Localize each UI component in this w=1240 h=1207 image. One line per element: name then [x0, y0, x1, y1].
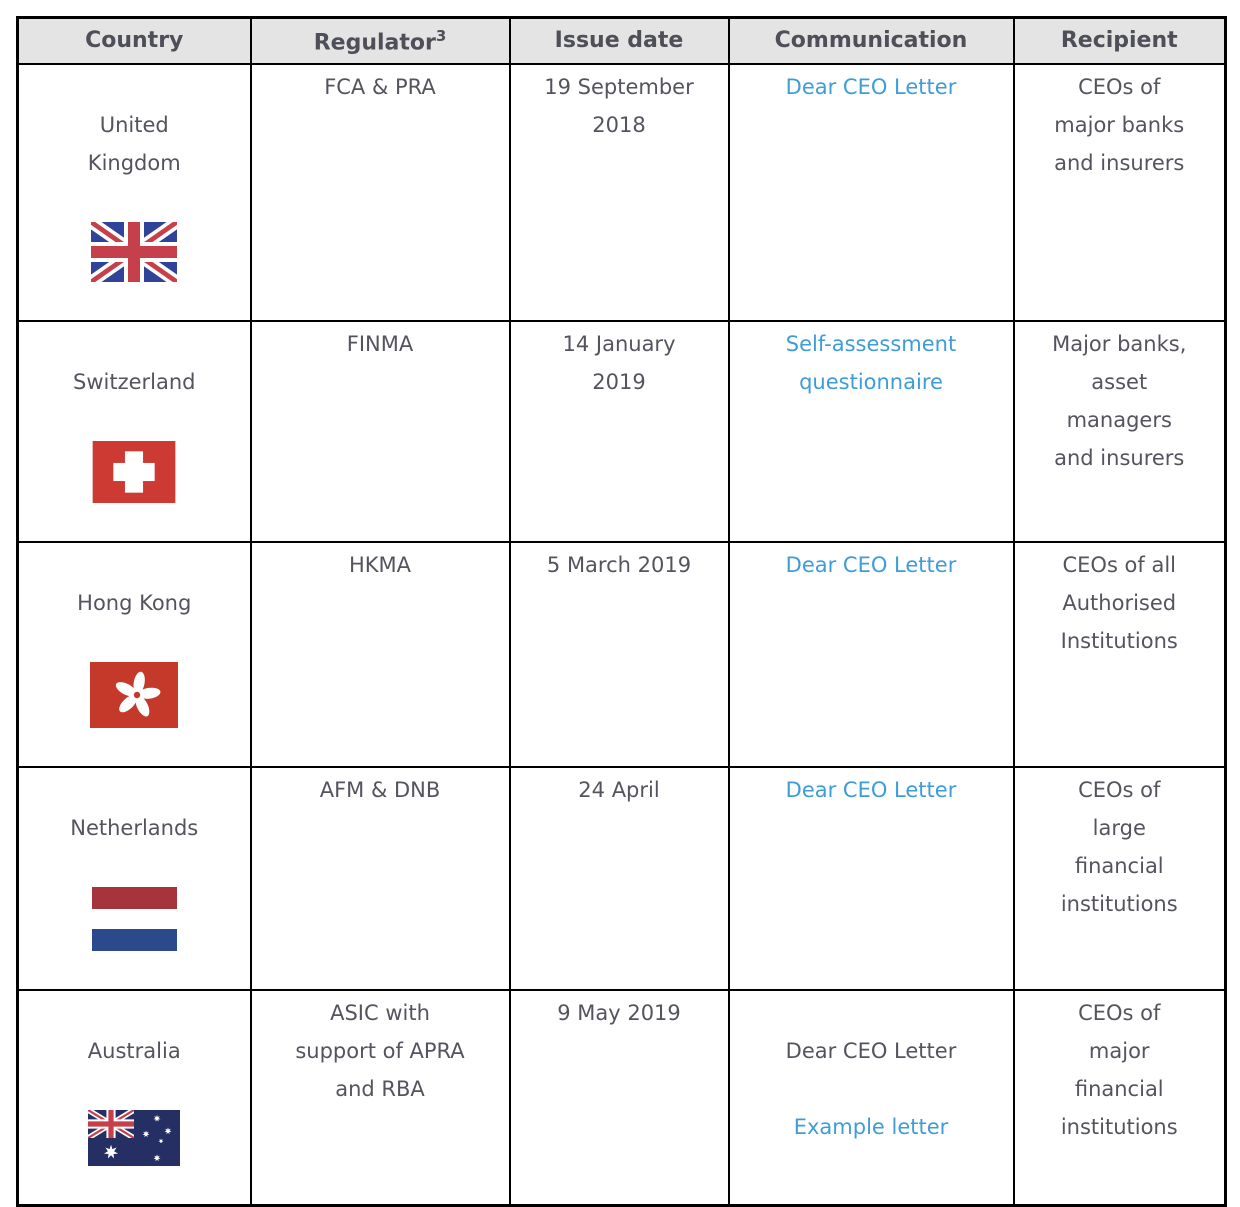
table-row-netherlands: Netherlands AFM & DNB 24 April Dear CEO … [16, 765, 1227, 991]
country-cell: Switzerland [16, 319, 252, 543]
column-header-issue-date: Issue date [508, 16, 730, 65]
regulator-cell: FCA & PRA [249, 62, 511, 322]
table-row-australia: Australia [16, 988, 1227, 1206]
column-header-regulator: Regulator3 [249, 16, 511, 65]
header-label-communication: Communication [774, 28, 968, 54]
recipient-cell: CEOs of major banks and insurers [1012, 62, 1227, 322]
dear-ceo-letter-link[interactable]: Dear CEO Letter [785, 552, 957, 577]
hong-kong-flag [25, 661, 244, 728]
header-label-issue-date: Issue date [554, 28, 684, 54]
header-label-regulator: Regulator [313, 29, 436, 55]
country-cell: Netherlands [16, 765, 252, 991]
communication-cell: Dear CEO Letter [727, 540, 1015, 768]
column-header-communication: Communication [727, 16, 1015, 65]
recipient-cell: Major banks, asset managers and insurers [1012, 319, 1227, 543]
netherlands-flag [25, 886, 244, 951]
dear-ceo-letter-link[interactable]: Dear CEO Letter [785, 74, 957, 99]
communication-cell: Self-assessment questionnaire [727, 319, 1015, 543]
table-row-united-kingdom: United Kingdom FCA & PRA 19 [16, 62, 1227, 322]
header-label-recipient: Recipient [1060, 28, 1178, 54]
example-letter-link[interactable]: Example letter [793, 1114, 949, 1139]
regulator-cell: ASIC with support of APRA and RBA [249, 988, 511, 1206]
regulator-communications-table: Country Regulator3 Issue date Communicat… [16, 16, 1227, 1207]
switzerland-flag [25, 440, 244, 503]
footnote-marker: 3 [435, 26, 447, 45]
country-cell: Australia [16, 988, 252, 1206]
dear-ceo-letter-link[interactable]: Dear CEO Letter [785, 777, 957, 802]
communication-cell: Dear CEO Letter Example letter [727, 988, 1015, 1206]
column-header-country: Country [16, 16, 252, 65]
communication-text: Dear CEO Letter [785, 1038, 957, 1063]
issue-date-cell: 9 May 2019 [508, 988, 730, 1206]
recipient-cell: CEOs of large financial institutions [1012, 765, 1227, 991]
issue-date-cell: 5 March 2019 [508, 540, 730, 768]
table-row-hong-kong: Hong Kong HKMA [16, 540, 1227, 768]
issue-date-cell: 14 January 2019 [508, 319, 730, 543]
regulator-cell: FINMA [249, 319, 511, 543]
column-header-recipient: Recipient [1012, 16, 1227, 65]
recipient-cell: CEOs of all Authorised Institutions [1012, 540, 1227, 768]
communication-cell: Dear CEO Letter [727, 62, 1015, 322]
country-name: Australia [87, 1038, 181, 1063]
communication-cell: Dear CEO Letter [727, 765, 1015, 991]
country-name: Netherlands [70, 815, 199, 840]
regulator-cell: HKMA [249, 540, 511, 768]
recipient-cell: CEOs of major financial institutions [1012, 988, 1227, 1206]
issue-date-cell: 19 September 2018 [508, 62, 730, 322]
country-cell: United Kingdom [16, 62, 252, 322]
table-row-switzerland: Switzerland FINMA 14 January 2019 Self-a… [16, 319, 1227, 543]
country-cell: Hong Kong [16, 540, 252, 768]
header-label-country: Country [85, 28, 184, 54]
australia-flag [25, 1109, 244, 1166]
country-name: Switzerland [73, 369, 196, 394]
country-name: Hong Kong [77, 590, 192, 615]
issue-date-cell: 24 April [508, 765, 730, 991]
header-row: Country Regulator3 Issue date Communicat… [16, 16, 1227, 65]
self-assessment-questionnaire-link[interactable]: Self-assessment questionnaire [785, 331, 957, 394]
country-name: United Kingdom [87, 112, 181, 175]
united-kingdom-flag [25, 221, 244, 282]
regulator-cell: AFM & DNB [249, 765, 511, 991]
